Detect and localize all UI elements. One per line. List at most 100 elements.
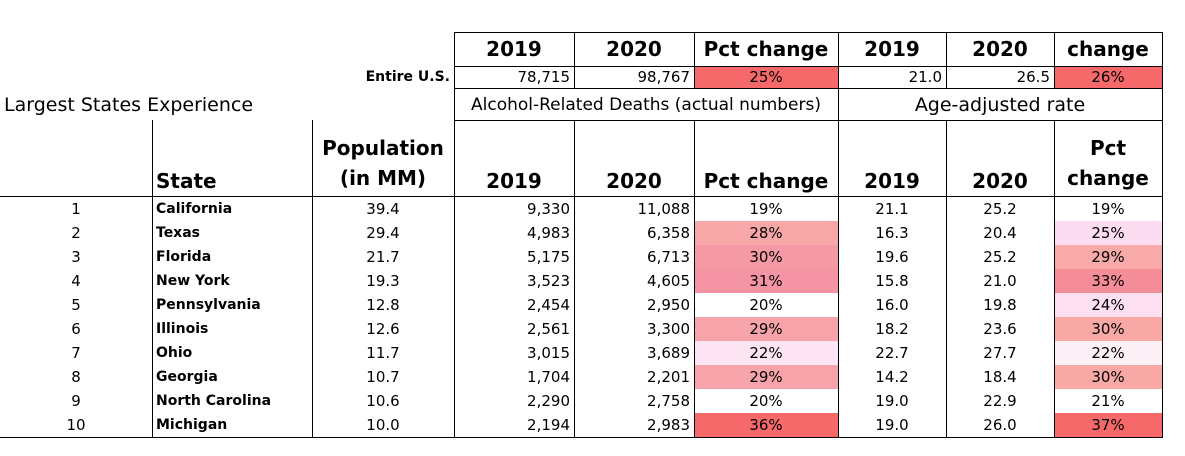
deaths-pct-cell: 31% xyxy=(694,269,838,293)
state-cell: Florida xyxy=(156,249,212,265)
deaths-2019-cell: 3,523 xyxy=(527,272,570,290)
deaths-pct-cell: 28% xyxy=(694,221,838,245)
top-header-rate-change: change xyxy=(1067,37,1149,61)
section-title-deaths: Alcohol-Related Deaths (actual numbers) xyxy=(471,95,821,115)
col-header-deaths-2020: 2020 xyxy=(606,169,662,193)
population-cell: 12.8 xyxy=(366,296,400,314)
rank-cell: 7 xyxy=(71,344,81,362)
grid-line xyxy=(454,32,455,438)
state-cell: Pennsylvania xyxy=(156,297,261,313)
state-cell: Illinois xyxy=(156,321,209,337)
deaths-2019-cell: 9,330 xyxy=(527,200,570,218)
deaths-pct-cell: 29% xyxy=(694,365,838,389)
rate-2019-cell: 19.0 xyxy=(875,392,909,410)
state-cell: Georgia xyxy=(156,369,218,385)
top-header-deaths-2019: 2019 xyxy=(486,37,542,61)
rate-pct-cell: 37% xyxy=(1054,413,1162,437)
rate-pct-cell: 30% xyxy=(1054,317,1162,341)
state-cell: Michigan xyxy=(156,417,228,433)
population-cell: 29.4 xyxy=(366,224,400,242)
deaths-2020-cell: 2,950 xyxy=(647,296,690,314)
grid-line xyxy=(694,32,695,88)
us-rate-2020: 26.5 xyxy=(1016,68,1050,86)
rate-2019-cell: 16.3 xyxy=(875,224,909,242)
deaths-2020-cell: 2,983 xyxy=(647,416,690,434)
deaths-2020-cell: 3,300 xyxy=(647,320,690,338)
rate-2019-cell: 16.0 xyxy=(875,296,909,314)
col-header-rate-2020: 2020 xyxy=(972,169,1028,193)
deaths-pct-cell: 19% xyxy=(749,200,783,218)
rate-2019-cell: 15.8 xyxy=(875,272,909,290)
grid-line xyxy=(838,32,839,438)
rate-pct-cell: 24% xyxy=(1054,293,1162,317)
col-header-state: State xyxy=(156,169,217,193)
deaths-2020-cell: 3,689 xyxy=(647,344,690,362)
rank-cell: 1 xyxy=(71,200,81,218)
grid-line xyxy=(454,66,1163,67)
grid-line xyxy=(946,32,947,88)
deaths-2020-cell: 6,713 xyxy=(647,248,690,266)
population-cell: 39.4 xyxy=(366,200,400,218)
deaths-2020-cell: 4,605 xyxy=(647,272,690,290)
rate-2020-cell: 22.9 xyxy=(983,392,1017,410)
population-cell: 19.3 xyxy=(366,272,400,290)
rate-pct-cell: 30% xyxy=(1054,365,1162,389)
top-header-deaths-2020: 2020 xyxy=(606,37,662,61)
col-header-rate-2019: 2019 xyxy=(864,169,920,193)
section-title-left: Largest States Experience xyxy=(4,94,254,116)
grid-line xyxy=(946,120,947,438)
grid-line xyxy=(0,437,1163,438)
rate-2020-cell: 19.8 xyxy=(983,296,1017,314)
grid-line xyxy=(574,120,575,438)
state-cell: North Carolina xyxy=(156,393,272,409)
state-cell: Ohio xyxy=(156,345,193,361)
top-header-rate-2020: 2020 xyxy=(972,37,1028,61)
rate-pct-cell: 22% xyxy=(1054,341,1162,365)
deaths-2019-cell: 2,194 xyxy=(527,416,570,434)
deaths-2019-cell: 4,983 xyxy=(527,224,570,242)
rate-pct-cell: 29% xyxy=(1054,245,1162,269)
deaths-pct-cell: 20% xyxy=(749,296,783,314)
rate-2019-cell: 18.2 xyxy=(875,320,909,338)
deaths-2020-cell: 11,088 xyxy=(637,200,691,218)
rank-cell: 6 xyxy=(71,320,81,338)
state-cell: New York xyxy=(156,273,230,289)
rate-2020-cell: 25.2 xyxy=(983,200,1017,218)
col-header-rate-pct-line1: Pct xyxy=(1089,136,1127,160)
deaths-2019-cell: 1,704 xyxy=(527,368,570,386)
rate-2020-cell: 23.6 xyxy=(983,320,1017,338)
population-cell: 11.7 xyxy=(366,344,400,362)
rate-pct-cell: 33% xyxy=(1054,269,1162,293)
us-deaths-pct: 25% xyxy=(694,66,838,88)
state-cell: California xyxy=(156,201,233,217)
deaths-2019-cell: 2,290 xyxy=(527,392,570,410)
section-title-rate: Age-adjusted rate xyxy=(914,94,1086,116)
us-rate-2019: 21.0 xyxy=(908,68,942,86)
deaths-2019-cell: 2,561 xyxy=(527,320,570,338)
population-cell: 12.6 xyxy=(366,320,400,338)
rank-cell: 2 xyxy=(71,224,81,242)
grid-line xyxy=(1054,32,1055,88)
deaths-pct-cell: 22% xyxy=(694,341,838,365)
deaths-2019-cell: 5,175 xyxy=(527,248,570,266)
grid-line xyxy=(454,120,1163,121)
grid-line xyxy=(454,32,1163,33)
grid-line xyxy=(1054,120,1055,438)
rate-pct-cell: 21% xyxy=(1091,392,1125,410)
rank-cell: 4 xyxy=(71,272,81,290)
grid-line xyxy=(152,120,153,438)
rate-2020-cell: 25.2 xyxy=(983,248,1017,266)
deaths-2020-cell: 6,358 xyxy=(647,224,690,242)
rate-2020-cell: 21.0 xyxy=(983,272,1017,290)
rank-cell: 9 xyxy=(71,392,81,410)
rate-2019-cell: 19.6 xyxy=(875,248,909,266)
rate-2019-cell: 22.7 xyxy=(875,344,909,362)
grid-line xyxy=(574,32,575,88)
us-row-label: Entire U.S. xyxy=(365,69,450,85)
col-header-rate-pct-line2: change xyxy=(1067,166,1149,190)
rate-2019-cell: 21.1 xyxy=(875,200,909,218)
deaths-pct-cell: 30% xyxy=(694,245,838,269)
rate-2019-cell: 14.2 xyxy=(875,368,909,386)
top-header-deaths-pct: Pct change xyxy=(703,37,829,61)
rate-pct-cell: 25% xyxy=(1054,221,1162,245)
